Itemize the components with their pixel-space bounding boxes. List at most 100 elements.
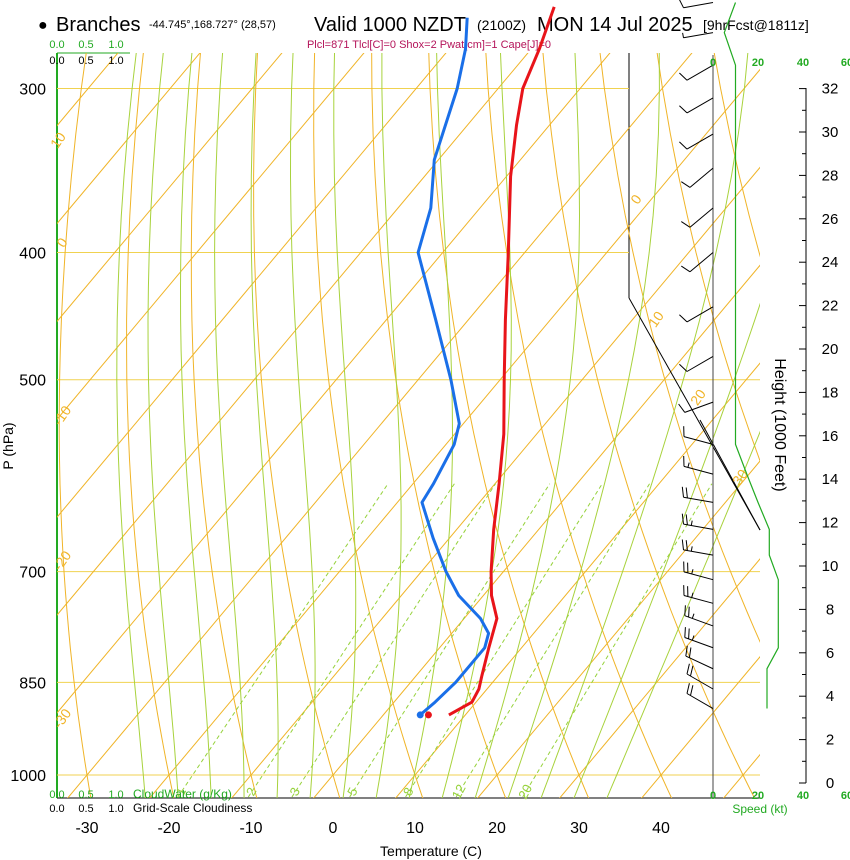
surface-temperature-marker: [424, 711, 432, 719]
moist-adiabat-lines: [116, 53, 760, 798]
isotherm-20: [477, 460, 760, 798]
height-label-4: 4: [826, 688, 834, 705]
speed-tick-top-60: 60: [841, 57, 850, 69]
moist-adiabat--16: [147, 53, 179, 798]
moist-adiabat-4: [333, 53, 357, 798]
cloudiness-tick-top-0.5: 0.5: [78, 55, 93, 67]
mixing-ratio-label-8: 8: [400, 785, 417, 798]
speed-tick-top-20: 20: [752, 57, 764, 69]
height-label-2: 2: [826, 732, 834, 749]
x-axis-label: Temperature (C): [380, 843, 482, 859]
wind-barb-710: [683, 561, 714, 581]
speed-tick-bottom-20: 20: [752, 790, 764, 802]
wind-barbs: [678, 0, 714, 709]
height-axis-label: Height (1000 Feet): [771, 358, 788, 491]
temperature-tick--10: -10: [239, 820, 262, 837]
wind-barb-800: [684, 627, 714, 649]
wind-barb-258: [679, 0, 714, 9]
mixing-ratio-line-1: [176, 483, 389, 798]
height-label-32: 32: [822, 81, 839, 98]
cloud-water-tick-top-0.5: 0.5: [78, 39, 93, 51]
temperature-tick-40: 40: [652, 820, 670, 837]
speed-tick-bottom-40: 40: [797, 790, 809, 802]
dry-adiabat-50: [542, 53, 756, 798]
moist-adiabat-0: [289, 53, 316, 798]
wind-barb-620: [681, 486, 714, 503]
location-title: Branches: [56, 14, 141, 36]
height-label-16: 16: [822, 428, 839, 445]
isotherm-lines: [57, 53, 760, 798]
isotherm-label--20: -20: [50, 547, 75, 573]
moist-adiabat--4: [250, 53, 279, 798]
cloudiness-tick-top-1.0: 1.0: [108, 55, 123, 67]
isotherm-label-upper-0: 0: [627, 191, 645, 207]
height-label-12: 12: [822, 515, 839, 532]
cloudiness-label: Grid-Scale Cloudiness: [133, 801, 252, 815]
moist-adiabat-8: [375, 53, 402, 798]
isotherm-10: [395, 362, 760, 798]
dry-adiabat--30: [58, 53, 92, 798]
height-label-8: 8: [826, 601, 834, 618]
moist-adiabat--8: [214, 53, 245, 798]
dry-adiabat-10: [313, 53, 424, 798]
wind-barb-680: [681, 539, 714, 556]
height-label-18: 18: [822, 384, 839, 401]
dry-adiabat-lines: [58, 53, 760, 798]
surface-dewpoint-marker: [416, 711, 424, 719]
dry-adiabat-70: [656, 53, 760, 463]
dewpoint-profile-line: [416, 17, 491, 717]
dry-adiabat-0: [253, 53, 341, 798]
wind-barb-480: [679, 356, 714, 372]
moist-adiabat-36: [606, 430, 760, 798]
moist-adiabat-12: [408, 53, 454, 798]
speed-tick-top-0: 0: [710, 57, 716, 69]
isotherm-label-0: 0: [53, 235, 71, 251]
dry-adiabat--10: [190, 53, 258, 798]
isotherm--10: [231, 166, 760, 798]
wind-barb-770: [684, 605, 714, 627]
wind-barb-305: [679, 97, 714, 114]
speed-label: Speed (kt): [732, 802, 787, 816]
wind-barb-860: [686, 663, 714, 690]
pressure-tick-700: 700: [19, 565, 46, 582]
header-dot: ●: [38, 17, 48, 34]
cloud-water-tick-bottom-0.5: 0.5: [78, 789, 93, 801]
wind-barb-345: [681, 167, 714, 188]
isotherm--90: [57, 53, 201, 225]
dry-adiabat-40: [485, 53, 673, 798]
coords-label: -44.745°,168.727° (28,57): [149, 19, 276, 31]
cloud-water-label: CloudWater (g/Kg): [133, 787, 232, 801]
wind-barb-370: [681, 207, 714, 228]
isotherm--100: [57, 53, 119, 127]
pressure-tick-labels: 2503004005007008501000: [10, 81, 46, 785]
height-label-22: 22: [822, 298, 839, 315]
isotherm--50: [57, 53, 529, 616]
isotherm-30: [559, 558, 760, 798]
cloud-scale-top: 0.0 0.5 1.0 0.0 0.5 1.0: [49, 39, 123, 67]
cloud-scale-bottom: 0.0 0.5 1.0 0.0 0.5 1.0: [49, 789, 123, 815]
mixing-ratio-label-2: 2: [243, 785, 260, 798]
valid-title: Valid 1000 NZDT: [314, 14, 466, 36]
height-label-6: 6: [826, 645, 834, 662]
cloudiness-tick-bottom-1.0: 1.0: [108, 803, 123, 815]
height-label-10: 10: [822, 558, 839, 575]
temperature-tick--20: -20: [157, 820, 180, 837]
wind-barb-890: [686, 683, 714, 709]
mixing-ratio-line-20: [521, 483, 713, 798]
mixing-ratio-line-3: [290, 483, 496, 798]
mixing-ratio-label-20: 20: [515, 782, 535, 802]
isotherm--20: [149, 68, 760, 798]
wind-barb-650: [681, 513, 714, 530]
pressure-tick-1000: 1000: [10, 768, 46, 785]
isotherm-label--30: -30: [50, 705, 75, 731]
wind-barb-830: [685, 645, 714, 670]
pressure-tick-850: 850: [19, 675, 46, 692]
isobar-lines: [57, 87, 760, 776]
mixing-ratio-label-5: 5: [344, 785, 361, 798]
cloud-water-tick-top-0.0: 0.0: [49, 39, 64, 51]
height-label-24: 24: [822, 254, 839, 271]
height-label-14: 14: [822, 471, 839, 488]
moist-adiabat-32: [573, 302, 760, 798]
